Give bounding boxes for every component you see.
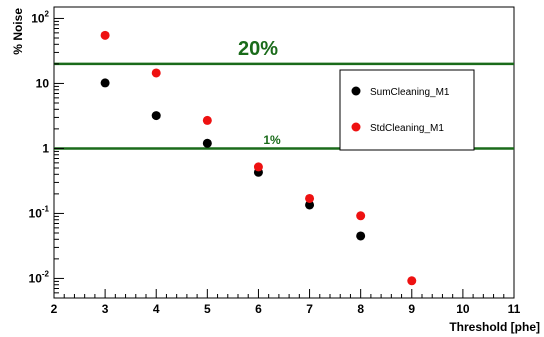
point-stdcleaning-m1-4 xyxy=(305,193,315,203)
point-stdcleaning-m1-0 xyxy=(100,30,110,40)
point-stdcleaning-m1-6 xyxy=(407,276,417,286)
y-tick-label: 10 xyxy=(36,76,50,90)
plot-frame xyxy=(53,6,515,299)
x-tick-label: 10 xyxy=(456,302,470,316)
legend-label-sumcleaning: SumCleaning_M1 xyxy=(370,87,450,98)
legend-box xyxy=(339,69,475,151)
legend: SumCleaning_M1 StdCleaning_M1 xyxy=(339,69,475,151)
point-stdcleaning-m1-5 xyxy=(356,211,366,221)
point-sumcleaning-m1-0 xyxy=(100,78,110,88)
legend-marker-stdcleaning xyxy=(351,122,361,132)
x-tick-label: 11 xyxy=(508,302,521,316)
y-tick-label: 10-2 xyxy=(29,269,50,285)
x-axis-title: Threshold [phe] xyxy=(449,320,540,334)
y-tick-label: 10-1 xyxy=(29,204,50,220)
point-stdcleaning-m1-2 xyxy=(202,115,212,125)
annotation-1-percent: 1% xyxy=(263,133,281,147)
x-axis: 2 3 4 5 6 7 8 9 10 11 xyxy=(51,289,521,316)
y-tick-label: 1 xyxy=(42,141,49,155)
x-tick-label: 8 xyxy=(357,302,364,316)
x-tick-label: 9 xyxy=(408,302,415,316)
annotation-20-percent: 20% xyxy=(238,38,278,60)
legend-label-stdcleaning: StdCleaning_M1 xyxy=(370,123,444,134)
y-tick-label: 102 xyxy=(31,9,49,25)
x-tick-label: 4 xyxy=(153,302,160,316)
x-tick-label: 3 xyxy=(102,302,109,316)
point-stdcleaning-m1-3 xyxy=(253,162,263,172)
x-tick-label: 7 xyxy=(306,302,313,316)
x-tick-label: 2 xyxy=(51,302,58,316)
point-stdcleaning-m1-1 xyxy=(151,68,161,78)
x-tick-label: 6 xyxy=(255,302,262,316)
point-sumcleaning-m1-4 xyxy=(305,200,315,210)
data-points xyxy=(100,30,417,286)
point-sumcleaning-m1-1 xyxy=(151,111,161,121)
y-axis: 10-2 10-1 1 10 102 xyxy=(29,9,64,299)
y-axis-title: % Noise xyxy=(11,8,25,55)
legend-marker-sumcleaning xyxy=(351,86,361,96)
x-tick-label: 5 xyxy=(204,302,211,316)
point-sumcleaning-m1-2 xyxy=(202,138,212,148)
point-sumcleaning-m1-5 xyxy=(356,231,366,241)
